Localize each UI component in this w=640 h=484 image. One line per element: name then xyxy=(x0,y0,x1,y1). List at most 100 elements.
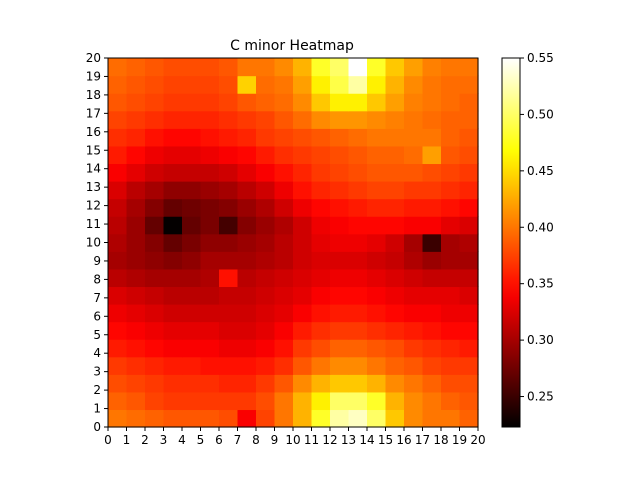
heatmap-cell xyxy=(237,145,257,165)
heatmap-cell xyxy=(274,356,294,375)
heatmap-cell xyxy=(145,181,165,200)
heatmap-cell xyxy=(256,110,276,129)
heatmap-cell xyxy=(237,286,257,305)
heatmap-cell xyxy=(330,58,350,77)
heatmap-cell xyxy=(256,356,276,375)
heatmap-cell xyxy=(348,198,368,217)
heatmap-cell xyxy=(237,163,257,182)
heatmap-cell xyxy=(330,163,350,182)
heatmap-cell xyxy=(163,304,183,323)
heatmap-cell xyxy=(145,268,165,288)
heatmap-cell xyxy=(293,286,313,305)
heatmap-cell xyxy=(348,216,368,235)
chart-title: C minor Heatmap xyxy=(230,38,354,54)
heatmap-cell xyxy=(256,304,276,323)
heatmap-cell xyxy=(126,304,146,323)
heatmap-cell xyxy=(200,409,220,428)
y-tick-label: 18 xyxy=(86,88,101,102)
heatmap-cell xyxy=(256,198,276,217)
heatmap-cell xyxy=(200,128,220,147)
y-tick-label: 14 xyxy=(86,162,101,176)
heatmap-cell xyxy=(348,181,368,200)
heatmap-cell xyxy=(441,233,461,252)
heatmap-cell xyxy=(108,321,128,340)
heatmap-cell xyxy=(256,286,276,305)
heatmap-cell xyxy=(163,339,183,358)
heatmap-cell xyxy=(422,374,442,393)
heatmap-cell xyxy=(348,356,368,375)
heatmap-cell xyxy=(459,251,479,270)
heatmap-cell xyxy=(385,181,405,200)
heatmap-cell xyxy=(274,304,294,323)
heatmap-cell xyxy=(422,75,442,94)
heatmap-cell xyxy=(348,251,368,270)
heatmap-cell xyxy=(422,409,442,428)
heatmap-cell xyxy=(404,251,424,270)
y-tick-label: 12 xyxy=(86,199,101,213)
heatmap-cell xyxy=(367,128,387,147)
heatmap-cell xyxy=(274,181,294,200)
heatmap-cell xyxy=(274,145,294,165)
heatmap-cell xyxy=(459,145,479,165)
heatmap-cell xyxy=(367,110,387,129)
heatmap-cell xyxy=(256,374,276,393)
heatmap-cell xyxy=(404,181,424,200)
heatmap-cell xyxy=(163,93,183,112)
heatmap-cell xyxy=(293,110,313,129)
heatmap-cell xyxy=(311,181,331,200)
heatmap-cell xyxy=(293,321,313,340)
heatmap-cell xyxy=(237,391,257,411)
heatmap-cell xyxy=(108,181,128,200)
x-tick-label: 20 xyxy=(470,433,485,447)
heatmap-cell xyxy=(422,268,442,288)
heatmap-cell xyxy=(385,374,405,393)
colorbar-tick-label: 0.50 xyxy=(527,107,554,121)
x-tick-label: 2 xyxy=(141,433,149,447)
heatmap-cell xyxy=(293,374,313,393)
heatmap-cell xyxy=(404,321,424,340)
heatmap-cell xyxy=(256,93,276,112)
heatmap-cell xyxy=(441,268,461,288)
heatmap-cell xyxy=(237,356,257,375)
heatmap-cell xyxy=(219,268,239,288)
heatmap-cell xyxy=(459,198,479,217)
heatmap-cell xyxy=(219,163,239,182)
heatmap-cell xyxy=(422,58,442,77)
heatmap-cell xyxy=(348,268,368,288)
heatmap-cell xyxy=(348,286,368,305)
x-tick-label: 15 xyxy=(378,433,393,447)
heatmap-cell xyxy=(348,145,368,165)
heatmap-cell xyxy=(311,128,331,147)
heatmap-cell xyxy=(293,58,313,77)
heatmap-cell xyxy=(441,128,461,147)
heatmap-cell xyxy=(422,356,442,375)
heatmap-cell xyxy=(367,181,387,200)
heatmap-cell xyxy=(126,356,146,375)
heatmap-cell xyxy=(163,145,183,165)
heatmap-cell xyxy=(200,339,220,358)
heatmap-cell xyxy=(237,93,257,112)
heatmap-cell xyxy=(422,339,442,358)
heatmap-cell xyxy=(311,233,331,252)
heatmap-cell xyxy=(293,181,313,200)
heatmap-cell xyxy=(385,391,405,411)
heatmap-cell xyxy=(126,286,146,305)
heatmap-cell xyxy=(163,163,183,182)
heatmap-cell xyxy=(459,58,479,77)
heatmap-cell xyxy=(459,304,479,323)
heatmap-cell xyxy=(163,356,183,375)
heatmap-cell xyxy=(441,181,461,200)
heatmap-cell xyxy=(256,163,276,182)
heatmap-cell xyxy=(163,58,183,77)
heatmap-cell xyxy=(200,145,220,165)
heatmap-cell xyxy=(404,391,424,411)
heatmap-cell xyxy=(126,110,146,129)
x-tick-label: 3 xyxy=(160,433,168,447)
heatmap-cell xyxy=(459,339,479,358)
heatmap-cell xyxy=(404,163,424,182)
heatmap-cell xyxy=(163,128,183,147)
heatmap-cell xyxy=(163,233,183,252)
heatmap-cell xyxy=(293,251,313,270)
heatmap-cell xyxy=(219,409,239,428)
heatmap-cell xyxy=(219,93,239,112)
